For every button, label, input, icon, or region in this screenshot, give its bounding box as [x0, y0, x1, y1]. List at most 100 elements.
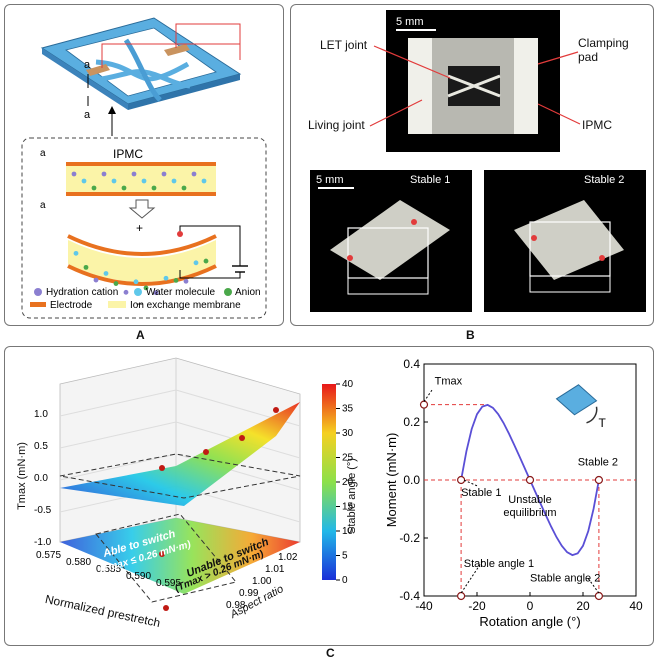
point-marker	[456, 591, 466, 601]
tmax-surface	[60, 402, 300, 506]
particle-dot	[141, 178, 147, 184]
y-tick-label: 1.01	[265, 564, 285, 575]
dim-label-top: a	[84, 59, 91, 71]
clamping-pad-label: Clamping pad	[578, 36, 629, 64]
particle-dot	[93, 277, 99, 283]
colorbar-tick-label: 35	[342, 404, 354, 415]
ipmc-bent	[67, 234, 217, 296]
x-tick-label: -40	[415, 599, 433, 613]
z-tick-label: 0.5	[34, 441, 48, 452]
photo-switch-top-drawing	[396, 29, 538, 134]
colorbar-tick-label: 25	[342, 453, 354, 464]
particle-dot	[73, 250, 79, 256]
minus-sign: −	[136, 297, 143, 311]
particle-dot	[173, 278, 179, 283]
stable-angle1-annotation: Stable angle 1	[464, 558, 534, 570]
particle-dot	[133, 279, 139, 285]
x-tick-label: 0.575	[36, 550, 61, 561]
panel-c-3d-plot: -1.0 -0.5 0.0 0.5 1.0 0.575 0.580 0.585 0.590 0.…	[34, 357, 354, 611]
particle-dot	[201, 178, 207, 184]
legend-membrane: Ion exchange membrane	[130, 300, 241, 311]
particle-dot	[91, 185, 97, 191]
z-tick-label: 1.0	[34, 409, 48, 420]
scale-bar-top-label: 5 mm	[396, 16, 424, 28]
particle-dot	[193, 260, 199, 266]
floor-contour	[60, 518, 300, 594]
stable-1-label: Stable 1	[410, 174, 451, 186]
legend-hydration-cation: Hydration cation	[46, 287, 118, 298]
particle-dot	[183, 278, 189, 284]
x-tick-label: 0.590	[126, 571, 151, 582]
particle-dot	[103, 271, 109, 276]
y-tick-label: 0.99	[239, 588, 259, 599]
point-marker	[594, 591, 603, 601]
colorbar-label: Stable angle (°)	[345, 458, 358, 534]
particle-dot	[171, 178, 177, 184]
ipmc-straight	[66, 162, 216, 196]
anion-icon	[224, 288, 232, 296]
panel-a-legend: Hydration cation Water molecule Anion El…	[30, 287, 261, 311]
particle-dot	[153, 290, 159, 296]
particle-dot	[163, 275, 169, 281]
colorbar-tick-label: 5	[342, 551, 348, 562]
zlabel-3d: Tmax (mN·m)	[15, 442, 28, 510]
z-tick-label: -0.5	[34, 505, 52, 516]
x-tick-label: 0.585	[96, 564, 121, 575]
torque-arrow-icon	[586, 406, 598, 424]
dim-label-bottom: a	[84, 109, 91, 121]
particle-dot	[101, 171, 107, 177]
photo-stable-2-drawing	[514, 200, 624, 293]
colorbar-tick-label: 10	[342, 526, 354, 537]
particle-dot	[81, 178, 87, 184]
particle-dot	[181, 185, 187, 191]
y-tick-label: 1.00	[252, 576, 272, 587]
panel-label-b: B	[466, 328, 475, 342]
stable-2-label: Stable 2	[584, 174, 625, 186]
particle-dot	[83, 264, 89, 270]
colorbar	[322, 384, 336, 580]
point-marker	[456, 475, 466, 485]
particle-dot	[131, 171, 137, 177]
particle-dot	[121, 185, 127, 191]
colorbar-tick-label: 30	[342, 428, 354, 439]
legend-water-molecule: Water molecule	[146, 287, 216, 298]
particle-dot	[113, 281, 119, 286]
photo-stable-1-drawing	[318, 187, 450, 295]
particle-dot	[111, 178, 117, 184]
tmax-annotation: Tmax	[435, 375, 463, 387]
moment-chart: -40 -20 0 20 40 -0.4 -0.2 0.0 0.2 0.4 Rotation ang…	[384, 357, 643, 629]
unstable-annotation: Unstable equilibrium	[503, 494, 556, 519]
panel-label-c: C	[326, 646, 335, 660]
particle-dot	[191, 171, 197, 177]
x-tick-label: -20	[468, 599, 486, 613]
y-tick-label: 0.4	[403, 357, 420, 371]
switch-frame	[40, 17, 242, 110]
y-tick-label: -0.2	[399, 531, 420, 545]
stable1-annotation: Stable 1	[461, 487, 501, 499]
torque-label: T	[599, 416, 607, 430]
scale-bar-bottom-label: 5 mm	[316, 174, 344, 186]
membrane-swatch	[108, 301, 126, 308]
x-tick-label: 0.595	[156, 578, 181, 589]
living-joint-label: Living joint	[308, 118, 365, 132]
point-marker	[594, 475, 603, 485]
particle-dot	[123, 289, 129, 295]
x-tick-label: 0	[527, 599, 534, 613]
particle-dot	[143, 285, 149, 291]
y-tick-label: 0.2	[403, 415, 420, 429]
y-tick-label: 0.0	[403, 473, 420, 487]
point-marker	[419, 400, 429, 409]
ipmc-label: IPMC	[582, 118, 612, 132]
colorbar-tick-label: 40	[342, 379, 354, 390]
particle-dot	[71, 171, 77, 177]
particle-dot	[151, 185, 157, 191]
legend-electrode: Electrode	[50, 300, 93, 311]
point-marker	[525, 475, 535, 485]
y-tick-label: 0.98	[226, 600, 246, 611]
plus-sign: +	[136, 221, 143, 235]
x-axis-label: Rotation angle (°)	[479, 614, 580, 629]
device-icon	[555, 384, 598, 416]
x-tick-label: 0.580	[66, 557, 91, 568]
panel-b-pointers	[369, 45, 581, 127]
inset-dim-bottom: a	[40, 200, 46, 211]
